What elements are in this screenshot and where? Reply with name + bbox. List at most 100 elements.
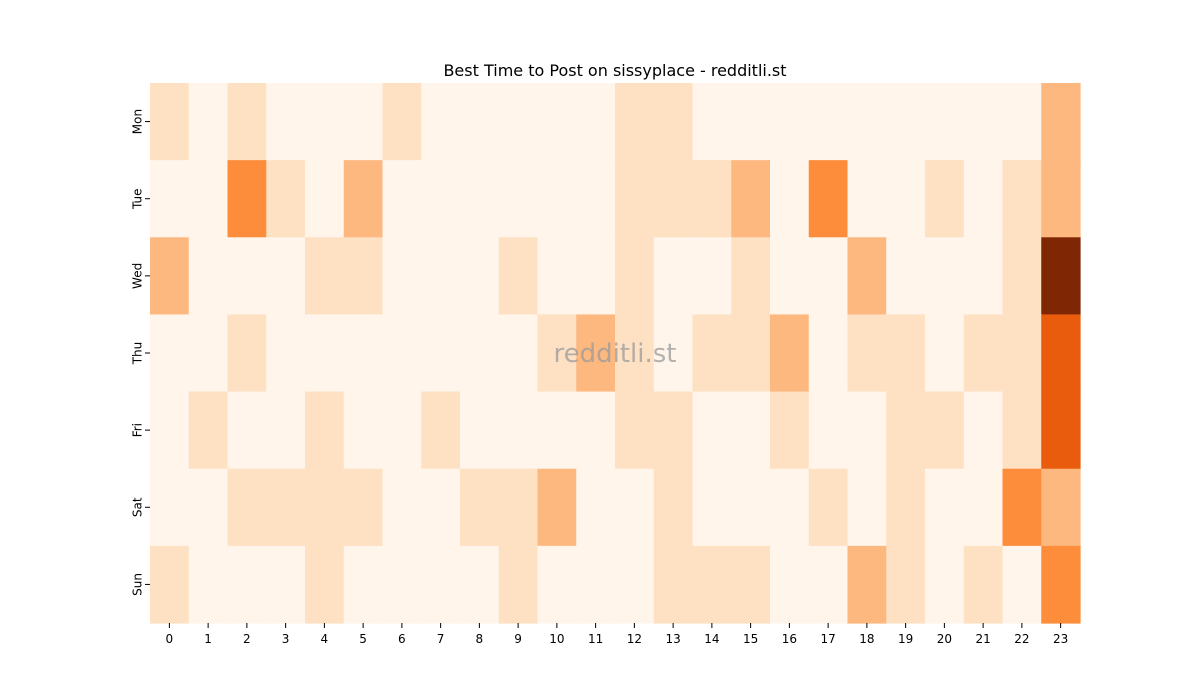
heatmap-cell-mon-21 [963,83,1004,161]
heatmap-cell-fri-19 [886,391,926,470]
heatmap-cell-mon-11 [576,83,616,161]
heatmap-cell-sat-14 [692,468,732,547]
x-tick-label: 8 [476,632,484,646]
heatmap-cell-sun-9 [498,545,539,624]
heatmap-cell-sat-15 [731,468,771,547]
heatmap-cell-tue-0 [150,160,190,238]
heatmap-cell-tue-14 [692,160,732,238]
heatmap-cell-thu-19 [886,314,926,393]
heatmap-cell-thu-0 [150,314,190,393]
heatmap-cell-wed-17 [808,237,849,316]
x-tick-label: 19 [898,632,913,646]
heatmap-cell-sun-17 [808,545,849,624]
heatmap-cell-wed-4 [305,237,345,316]
heatmap-cells [150,83,1081,624]
heatmap-cell-fri-6 [382,391,422,470]
heatmap-cell-wed-14 [692,237,732,316]
heatmap-cell-fri-12 [615,391,655,470]
x-tick-label: 11 [588,632,603,646]
heatmap-cell-tue-15 [731,160,771,238]
heatmap-cell-tue-8 [460,160,500,238]
heatmap-cell-fri-10 [537,391,577,470]
x-tick-label: 12 [627,632,642,646]
y-tick-label: Thu [131,342,145,366]
y-tick-label: Wed [131,263,145,289]
heatmap-cell-tue-17 [808,160,849,238]
heatmap-cell-wed-1 [188,237,229,316]
heatmap-cell-wed-5 [343,237,384,316]
heatmap-cell-sun-10 [537,545,577,624]
heatmap-cell-sat-5 [343,468,384,547]
heatmap-cell-tue-22 [1002,160,1042,238]
y-tick-label: Tue [131,188,145,210]
heatmap-cell-wed-6 [382,237,422,316]
heatmap-cell-thu-23 [1041,314,1081,393]
heatmap-cell-mon-17 [808,83,849,161]
heatmap-cell-mon-5 [343,83,384,161]
heatmap-cell-fri-21 [963,391,1004,470]
heatmap-cell-sat-8 [460,468,500,547]
heatmap-cell-mon-15 [731,83,771,161]
heatmap-cell-tue-5 [343,160,384,238]
x-tick-label: 5 [359,632,367,646]
heatmap-cell-thu-16 [770,314,810,393]
heatmap-cell-fri-11 [576,391,616,470]
watermark-text: redditli.st [554,339,677,369]
heatmap-cell-sat-2 [227,468,267,547]
heatmap-cell-fri-7 [421,391,461,470]
heatmap-cell-mon-23 [1041,83,1081,161]
heatmap-cell-sun-7 [421,545,461,624]
heatmap-cell-sat-0 [150,468,190,547]
heatmap-cell-fri-22 [1002,391,1042,470]
x-tick-label: 17 [820,632,835,646]
heatmap-cell-sat-13 [653,468,694,547]
heatmap-cell-mon-6 [382,83,422,161]
heatmap-cell-thu-11 [576,314,616,393]
heatmap-cell-sat-23 [1041,468,1081,547]
heatmap-cell-tue-19 [886,160,926,238]
heatmap-cell-sat-12 [615,468,655,547]
heatmap-cell-mon-16 [770,83,810,161]
heatmap-cell-wed-11 [576,237,616,316]
heatmap-cell-tue-4 [305,160,345,238]
heatmap-cell-wed-23 [1041,237,1081,316]
heatmap-cell-sat-7 [421,468,461,547]
heatmap-cell-mon-14 [692,83,732,161]
heatmap-cell-sun-15 [731,545,771,624]
y-tick-label: Fri [131,423,145,437]
heatmap-cell-wed-13 [653,237,694,316]
heatmap-cell-thu-21 [963,314,1004,393]
heatmap-cell-thu-12 [615,314,655,393]
x-tick-label: 18 [859,632,874,646]
heatmap-cell-sat-10 [537,468,577,547]
heatmap-cell-sat-21 [963,468,1004,547]
heatmap-cell-mon-10 [537,83,577,161]
heatmap-cell-mon-2 [227,83,267,161]
heatmap-cell-tue-20 [925,160,965,238]
heatmap-cell-sat-1 [188,468,229,547]
heatmap-cell-thu-8 [460,314,500,393]
heatmap-cell-mon-19 [886,83,926,161]
heatmap-cell-mon-13 [653,83,694,161]
heatmap-cell-mon-4 [305,83,345,161]
heatmap-cell-tue-12 [615,160,655,238]
heatmap-cell-fri-4 [305,391,345,470]
heatmap-cell-sun-12 [615,545,655,624]
heatmap-cell-fri-1 [188,391,229,470]
heatmap-cell-wed-8 [460,237,500,316]
heatmap-cell-tue-11 [576,160,616,238]
heatmap-cell-mon-0 [150,83,190,161]
heatmap-cell-tue-1 [188,160,229,238]
heatmap-cell-tue-2 [227,160,267,238]
heatmap-cell-tue-9 [498,160,539,238]
heatmap-cell-fri-9 [498,391,539,470]
heatmap-cell-sun-23 [1041,545,1081,624]
heatmap-cell-thu-4 [305,314,345,393]
x-tick-label: 3 [282,632,290,646]
heatmap-cell-thu-7 [421,314,461,393]
heatmap-cell-wed-12 [615,237,655,316]
heatmap-cell-tue-13 [653,160,694,238]
heatmap-cell-fri-15 [731,391,771,470]
heatmap-cell-wed-21 [963,237,1004,316]
